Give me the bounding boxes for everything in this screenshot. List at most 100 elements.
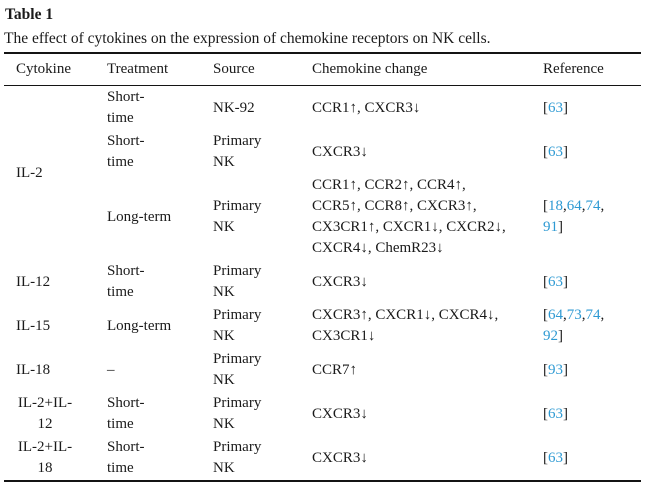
source-cell-line: NK xyxy=(213,460,235,476)
column-header-chemokine-change: Chemokine change xyxy=(300,53,531,86)
treatment-cell-line: Short- xyxy=(107,89,145,105)
table-row: IL-2+IL- 12 Short-time Primary NK CXCR3↓ [63] xyxy=(4,392,641,436)
treatment-cell-line: Short- xyxy=(107,263,145,279)
reference-cell: [64,73,74,92] xyxy=(531,304,641,348)
reference-cell: [63] xyxy=(531,436,641,481)
citation-link[interactable]: 73 xyxy=(566,307,582,323)
chemokine-change-cell-text: CCR1↑, CCR2↑, CCR4↑, CCR5↑, CCR8↑, CXCR3↑… xyxy=(312,175,531,259)
treatment-cell-line: Long-term xyxy=(107,317,172,334)
chemokine-change-cell-line: CXCR3↑, CXCR1↓, CXCR4↓, xyxy=(312,307,499,323)
chemokine-change-cell-line: CXCR3↓ xyxy=(312,273,368,290)
reference-text: [63] xyxy=(543,405,568,422)
source-cell-line: Primary xyxy=(213,395,262,411)
source-cell-line: NK xyxy=(213,154,235,170)
cytokine-cell: IL-2+IL- 12 xyxy=(4,392,95,436)
source-cell-line: Primary xyxy=(213,351,262,367)
citation-link[interactable]: 63 xyxy=(548,143,563,160)
source-cell-line: Primary xyxy=(213,439,262,455)
treatment-cell-line: time xyxy=(107,154,134,170)
treatment-cell: – xyxy=(95,348,201,392)
citation-link[interactable]: 74 xyxy=(585,307,601,323)
chemokine-change-cell: CCR1↑, CXCR3↓ xyxy=(300,86,531,131)
treatment-cell-line: time xyxy=(107,460,134,476)
reference-cell: [63] xyxy=(531,130,641,174)
treatment-cell-line: time xyxy=(107,416,134,432)
treatment-cell: Short-time xyxy=(95,260,201,304)
cytokine-cell: IL-18 xyxy=(4,348,95,392)
table-row: IL-2 Short-time NK-92 CCR1↑, CXCR3↓ [63] xyxy=(4,86,641,181)
table-header-row: Cytokine Treatment Source Chemokine change R… xyxy=(4,53,641,86)
chemokine-change-cell-line: CXCR3↓ xyxy=(312,405,368,422)
treatment-cell-text: Long-term xyxy=(107,207,201,228)
source-cell: Primary NK xyxy=(201,392,300,436)
citation-link[interactable]: 93 xyxy=(548,361,563,378)
cytokine-chemokine-receptor-table: Cytokine Treatment Source Chemokine change R… xyxy=(4,52,641,482)
table-row: IL-15 Long-term Primary NK CXCR3↑, CXCR1↓, C… xyxy=(4,304,641,348)
chemokine-change-cell-text: CXCR3↓ xyxy=(312,404,531,425)
cytokine-cell-text: IL-12 xyxy=(16,272,95,293)
cytokine-cell: IL-12 xyxy=(4,260,95,304)
source-cell-line: NK xyxy=(213,328,235,344)
source-cell: NK-92 xyxy=(201,86,300,131)
treatment-cell-text: Short-time xyxy=(107,393,201,435)
cytokine-cell: IL-2 xyxy=(4,86,95,261)
source-cell-line: NK xyxy=(213,219,235,235)
source-cell-line: Primary xyxy=(213,133,262,149)
treatment-cell-text: – xyxy=(107,360,201,381)
cytokine-cell-line: IL-2 xyxy=(16,164,43,181)
citation-link[interactable]: 92 xyxy=(543,328,558,344)
reference-text: [64,73,74,92] xyxy=(543,307,605,344)
citation-link[interactable]: 63 xyxy=(548,99,563,116)
treatment-cell: Long-term xyxy=(95,304,201,348)
citation-link[interactable]: 64 xyxy=(548,307,563,323)
cytokine-cell-text: IL-15 xyxy=(16,316,95,337)
reference-text: [63] xyxy=(543,99,568,116)
reference-text: [63] xyxy=(543,273,568,290)
treatment-cell-text: Short-time xyxy=(107,261,201,303)
cytokine-cell-line: 18 xyxy=(37,460,53,476)
column-header-cytokine: Cytokine xyxy=(4,53,95,86)
cytokine-cell-line: 12 xyxy=(37,416,53,432)
source-cell-line: NK xyxy=(213,372,235,388)
chemokine-change-cell-line: CXCR3↓ xyxy=(312,143,368,160)
chemokine-change-cell-line: CCR1↑, CCR2↑, CCR4↑, xyxy=(312,177,466,193)
source-cell-line: NK xyxy=(213,416,235,432)
treatment-cell: Short-time xyxy=(95,436,201,481)
treatment-cell-line: Long-term xyxy=(107,208,172,225)
column-header-source: Source xyxy=(201,53,300,86)
cytokine-cell-text: IL-18 xyxy=(16,360,95,381)
treatment-cell-line: Short- xyxy=(107,395,145,411)
cytokine-cell: IL-2+IL- 18 xyxy=(4,436,95,481)
reference-cell: [18,64,74,91] xyxy=(531,174,641,260)
citation-link[interactable]: 63 xyxy=(548,273,563,290)
source-cell-line: NK xyxy=(213,284,235,300)
citation-link[interactable]: 63 xyxy=(548,405,563,422)
source-cell-text: Primary NK xyxy=(213,305,300,347)
chemokine-change-cell: CXCR3↓ xyxy=(300,392,531,436)
table-title: Table 1 xyxy=(5,6,54,23)
chemokine-change-cell-line: CXCR4↓, ChemR23↓ xyxy=(312,240,444,256)
chemokine-change-cell-text: CXCR3↓ xyxy=(312,142,531,163)
chemokine-change-cell-line: CCR5↑, CCR8↑, CXCR3↑, xyxy=(312,198,477,214)
column-header-treatment: Treatment xyxy=(95,53,201,86)
citation-link[interactable]: 18 xyxy=(548,198,563,214)
source-cell-line: Primary xyxy=(213,307,262,323)
source-cell: Primary NK xyxy=(201,130,300,174)
paper-table-panel: Table 1 The effect of cytokines on the e… xyxy=(0,6,645,492)
chemokine-change-cell-line: CCR7↑ xyxy=(312,361,358,378)
source-cell-text: NK-92 xyxy=(213,98,300,119)
source-cell: Primary NK xyxy=(201,304,300,348)
treatment-cell-text: Short-time xyxy=(107,131,201,173)
chemokine-change-cell-text: CCR1↑, CXCR3↓ xyxy=(312,98,531,119)
citation-link[interactable]: 74 xyxy=(585,198,601,214)
citation-link[interactable]: 64 xyxy=(566,198,582,214)
table-row: IL-2+IL- 18 Short-time Primary NK CXCR3↓ [63] xyxy=(4,436,641,481)
reference-cell: [93] xyxy=(531,348,641,392)
treatment-cell-line: Short- xyxy=(107,133,145,149)
reference-text: [63] xyxy=(543,449,568,466)
table-body: IL-2 Short-time NK-92 CCR1↑, CXCR3↓ [63] Shor… xyxy=(4,86,641,482)
citation-link[interactable]: 63 xyxy=(548,449,563,466)
chemokine-change-cell: CXCR3↓ xyxy=(300,260,531,304)
citation-link[interactable]: 91 xyxy=(543,219,558,235)
chemokine-change-cell: CXCR3↑, CXCR1↓, CXCR4↓, CX3CR1↓ xyxy=(300,304,531,348)
